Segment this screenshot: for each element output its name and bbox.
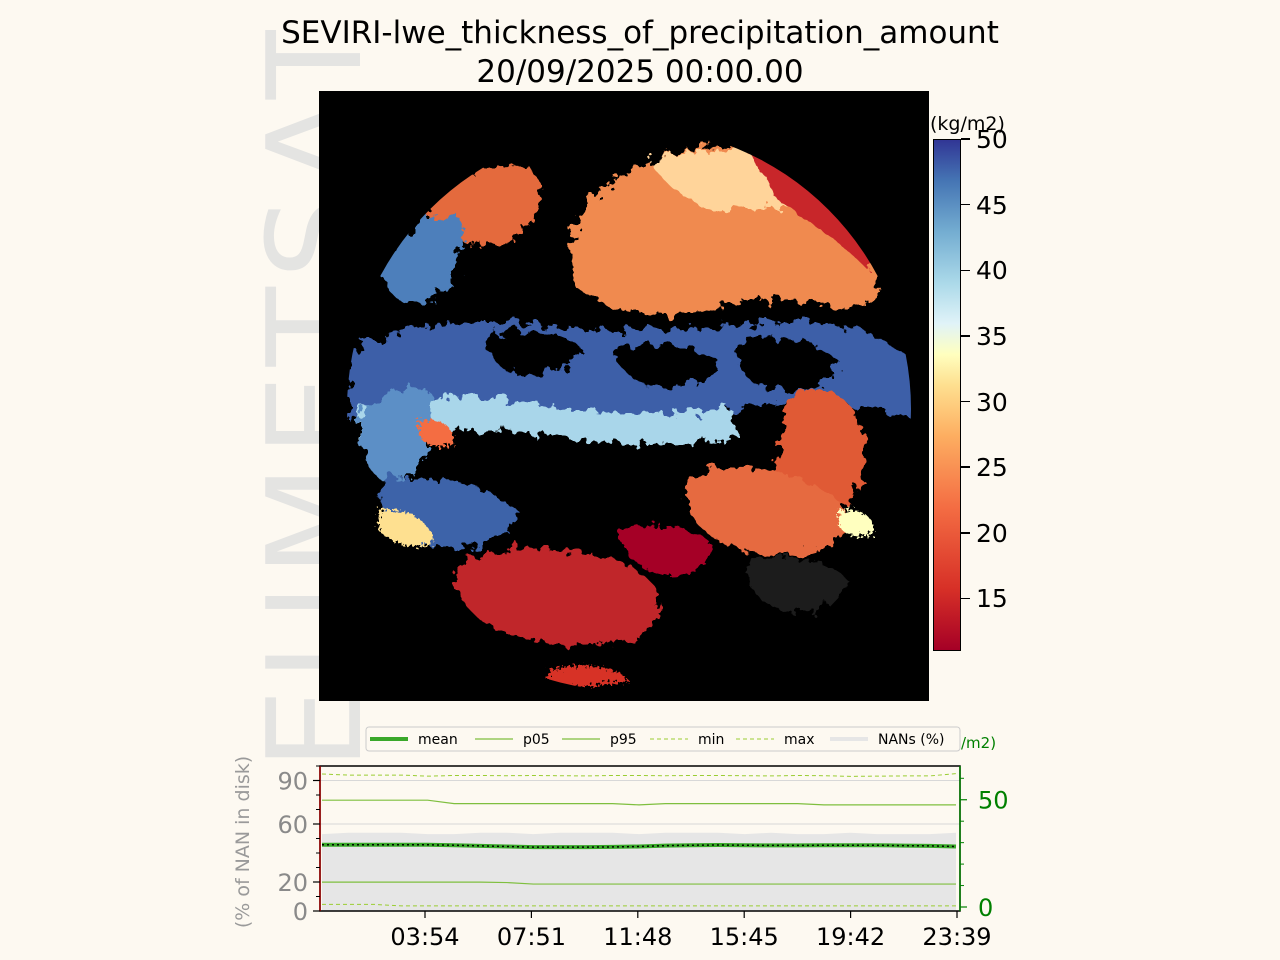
- x-tick-label: 15:45: [710, 923, 779, 951]
- colorbar-tick: [961, 466, 970, 468]
- colorbar-tick-label: 40: [976, 256, 1008, 286]
- y-tick-label-left: 60: [277, 811, 308, 839]
- colorbar-tick: [961, 400, 970, 403]
- chart-title: SEVIRI-lwe_thickness_of_precipitation_am…: [281, 15, 999, 51]
- colorbar-tick-label: 30: [976, 387, 1008, 417]
- nan-area-group: [322, 832, 956, 911]
- colorbar-tick: [961, 203, 970, 206]
- colorbar-tick: [961, 335, 970, 337]
- colorbar-tick-label: 15: [976, 584, 1008, 614]
- colorbar-tick-label: 50: [976, 125, 1008, 154]
- series-line-mean-dotted: [322, 844, 957, 848]
- series-lines-group: [321, 773, 957, 907]
- y-label-right: /m2): [961, 734, 996, 752]
- series-area-nans: [322, 832, 956, 911]
- series-line-p95: [322, 799, 956, 806]
- series-line-min: [322, 903, 956, 907]
- legend-label: max: [784, 732, 815, 748]
- legend-label: p05: [523, 732, 550, 748]
- y-tick-label-right: 0: [978, 894, 993, 922]
- series-line-max: [321, 773, 957, 777]
- y-tick-label-left: 90: [277, 768, 308, 796]
- legend-label: mean: [418, 732, 458, 748]
- y-tick-label-left: 0: [293, 898, 308, 926]
- legend-label: p95: [610, 732, 637, 748]
- x-tick-label: 19:42: [816, 923, 885, 951]
- y-tick-label-right: 50: [978, 787, 1009, 815]
- grid-group: [320, 780, 960, 825]
- legend: mean p05 p95 min max NANs (%): [365, 726, 961, 752]
- x-tick-label: 11:48: [603, 923, 672, 951]
- colorbar-tick-label: 20: [976, 518, 1008, 548]
- colorbar-unit-label: (kg/m2): [930, 113, 1005, 135]
- colorbar-tick: [961, 597, 970, 600]
- colorbar: [933, 139, 961, 651]
- series-line-p05: [322, 881, 956, 885]
- y-tick-label-left: 20: [277, 869, 308, 897]
- full-disk-map: [319, 91, 929, 701]
- colorbar-tick-label: 35: [976, 321, 1008, 351]
- legend-label: NANs (%): [878, 732, 945, 748]
- colorbar-tick: [961, 138, 970, 140]
- x-tick-label: 07:51: [497, 923, 566, 951]
- x-tick-label: 23:39: [922, 923, 991, 951]
- colorbar-tick-label: 25: [976, 453, 1008, 483]
- colorbar-tick: [961, 532, 970, 534]
- colorbar-tick-label: 45: [976, 190, 1008, 220]
- legend-label: min: [698, 732, 724, 748]
- chart-timestamp: 20/09/2025 00:00.00: [476, 54, 804, 90]
- colorbar-tick: [961, 269, 970, 272]
- y-label-left: (% of NAN in disk): [232, 756, 254, 928]
- x-tick-label: 03:54: [390, 923, 459, 951]
